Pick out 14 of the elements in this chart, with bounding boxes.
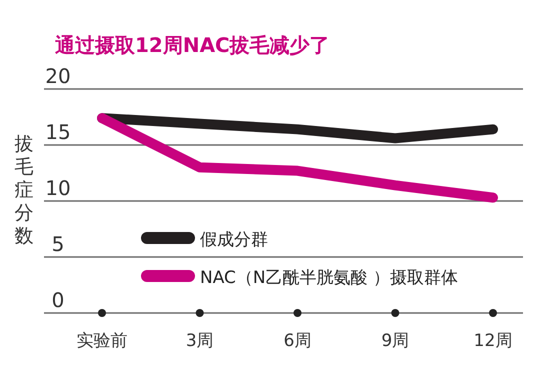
- x-tick-label: 3周: [186, 331, 214, 351]
- y-tick-label: 10: [45, 176, 71, 200]
- y-tick-label: 5: [52, 232, 64, 256]
- y-tick-label: 0: [52, 288, 64, 312]
- x-tick-label: 实验前: [76, 331, 128, 351]
- y-tick-label: 20: [45, 64, 71, 88]
- x-tick-label: 9周: [381, 331, 410, 351]
- legend-label: 假成分群: [200, 230, 268, 250]
- legend-label: NAC（N乙酰半胱氨酸 ）摄取群体: [200, 268, 458, 288]
- title: 通过摄取12周NAC拔毛减少了: [55, 33, 330, 57]
- ylabel: 拔毛症分数: [14, 133, 34, 247]
- y-tick-label: 15: [45, 120, 71, 144]
- x-tick-label: 12周: [474, 331, 512, 351]
- x-tick-label: 6周: [284, 331, 312, 351]
